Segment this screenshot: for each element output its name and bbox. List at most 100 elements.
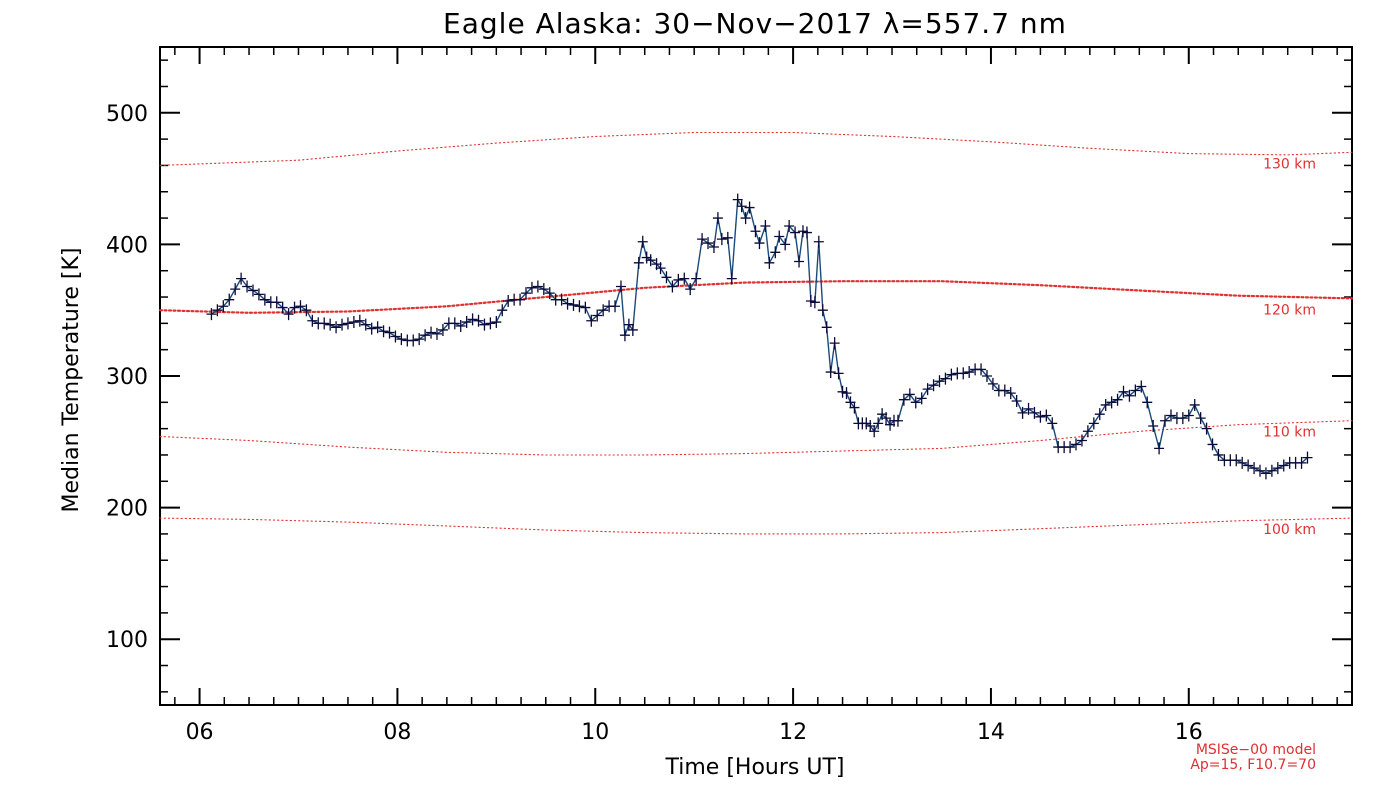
data-point-marker	[1249, 462, 1260, 475]
data-point-marker	[760, 219, 771, 232]
data-point-marker	[396, 333, 407, 346]
data-point-marker	[784, 219, 795, 232]
data-point-marker	[1082, 425, 1093, 438]
data-point-marker	[532, 280, 543, 293]
data-point-marker	[1112, 393, 1123, 406]
model-curve-label: 130 km	[1263, 156, 1316, 172]
data-point-marker	[849, 401, 860, 414]
data-point-marker	[580, 301, 591, 314]
data-point-marker	[1029, 406, 1040, 419]
data-point-marker	[497, 304, 508, 317]
data-point-marker	[277, 301, 288, 314]
data-point-marker	[337, 318, 348, 331]
data-point-marker	[637, 235, 648, 248]
data-point-marker	[1130, 384, 1141, 397]
data-point-marker	[661, 271, 672, 284]
data-point-marker	[881, 412, 892, 425]
data-point-marker	[645, 254, 656, 267]
data-point-marker	[1243, 459, 1254, 472]
data-point-marker	[946, 368, 957, 381]
data-point-marker	[325, 318, 336, 331]
data-point-marker	[817, 304, 828, 317]
data-point-marker	[562, 297, 573, 310]
data-point-marker	[655, 262, 666, 275]
data-point-marker	[1065, 441, 1076, 454]
data-point-marker	[372, 321, 383, 334]
data-point-marker	[1160, 414, 1171, 427]
data-point-marker	[420, 329, 431, 342]
data-point-marker	[491, 316, 502, 329]
data-point-marker	[242, 280, 253, 293]
data-point-marker	[461, 316, 472, 329]
model-note-line2: Ap=15, F10.7=70	[1190, 757, 1316, 773]
data-point-marker	[1100, 398, 1111, 411]
data-point-marker	[307, 314, 318, 327]
y-tick-label: 200	[106, 497, 148, 522]
data-point-marker	[794, 255, 805, 268]
data-point-marker	[544, 287, 555, 300]
data-point-marker	[736, 200, 747, 213]
data-point-marker	[610, 300, 621, 313]
data-point-marker	[1296, 456, 1307, 469]
data-point-marker	[521, 287, 532, 300]
data-point-marker	[1260, 467, 1271, 480]
data-point-marker	[384, 326, 395, 339]
data-point-marker	[1148, 420, 1159, 433]
data-point-marker	[230, 283, 241, 296]
model-curve-line	[159, 131, 1353, 166]
data-point-marker	[437, 323, 448, 336]
data-point-marker	[1195, 412, 1206, 425]
data-point-marker	[1041, 409, 1052, 422]
data-point-marker	[667, 280, 678, 293]
data-point-marker	[1231, 454, 1242, 467]
y-tick-label: 300	[106, 365, 148, 390]
data-point-marker	[809, 296, 820, 309]
data-point-marker	[1118, 385, 1129, 398]
x-tick-label: 10	[581, 720, 609, 745]
data-point-marker	[1183, 409, 1194, 422]
data-point-marker	[247, 284, 258, 297]
data-point-marker	[691, 272, 702, 285]
data-point-marker	[1076, 434, 1087, 447]
data-point-marker	[833, 367, 844, 380]
data-point-marker	[829, 337, 840, 350]
data-point-marker	[981, 370, 992, 382]
data-point-marker	[916, 392, 927, 405]
data-point-marker	[354, 314, 365, 327]
data-point-marker	[750, 225, 761, 238]
data-point-marker	[1005, 387, 1016, 400]
data-point-marker	[503, 294, 514, 307]
data-point-marker	[426, 326, 437, 339]
data-point-marker	[301, 304, 312, 317]
data-point-marker	[236, 272, 247, 285]
data-point-marker	[873, 417, 884, 430]
data-point-marker	[928, 379, 939, 392]
data-point-marker	[1088, 417, 1099, 430]
data-point-marker	[574, 300, 585, 313]
data-point-marker	[289, 301, 300, 314]
data-point-marker	[1047, 417, 1058, 430]
data-point-marker	[673, 273, 684, 286]
data-point-marker	[224, 293, 235, 306]
data-point-marker	[212, 304, 223, 317]
data-point-marker	[1255, 464, 1265, 477]
data-point-marker	[342, 317, 353, 330]
data-point-marker	[1017, 406, 1028, 419]
data-point-marker	[455, 319, 466, 332]
model-curve-line	[158, 280, 1354, 314]
data-point-marker	[1094, 408, 1105, 421]
data-point-marker	[331, 321, 342, 334]
data-point-marker	[598, 304, 609, 317]
data-point-marker	[360, 318, 371, 331]
data-point-marker	[568, 298, 579, 311]
data-point-marker	[841, 387, 852, 400]
data-point-marker	[1213, 448, 1224, 461]
data-point-marker	[633, 256, 644, 269]
data-point-marker	[253, 288, 264, 301]
data-point-marker	[813, 235, 824, 248]
data-point-marker	[1011, 395, 1022, 408]
data-point-marker	[976, 363, 987, 376]
data-point-marker	[1266, 464, 1277, 477]
data-point-marker	[904, 388, 915, 401]
